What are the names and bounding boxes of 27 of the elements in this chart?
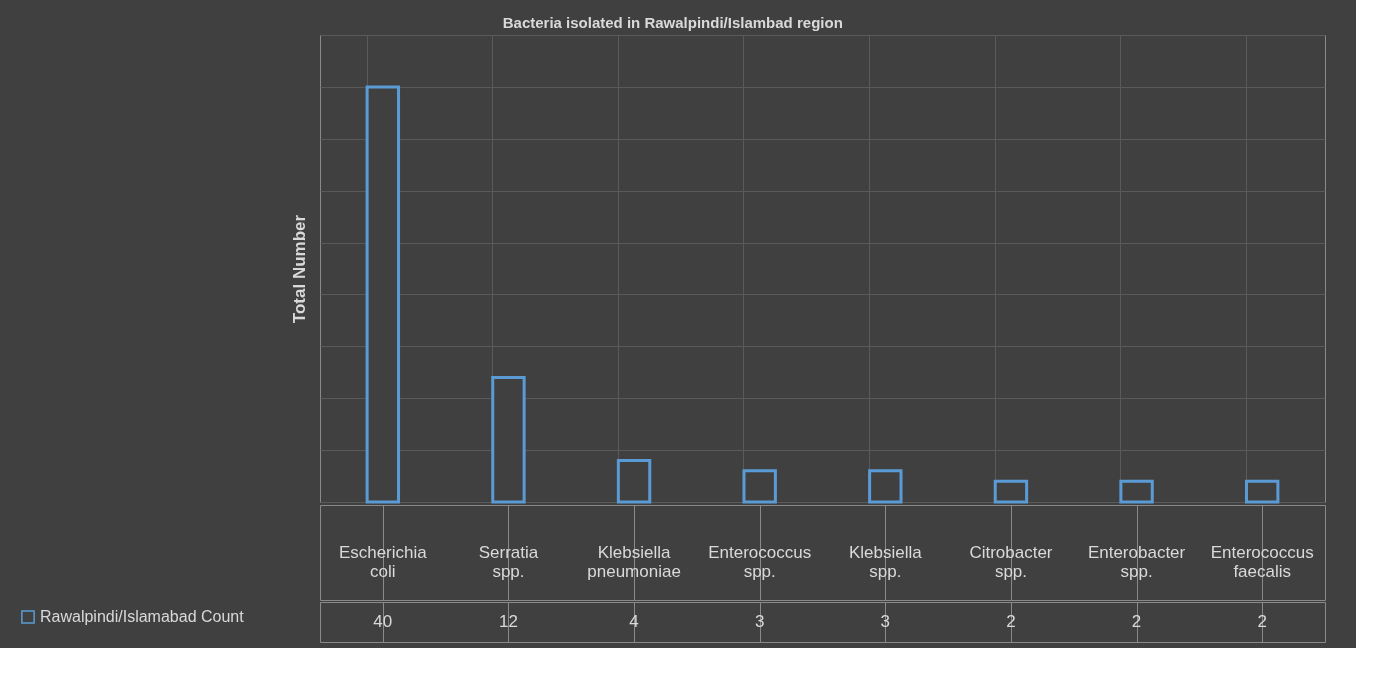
data-label: 2: [1131, 612, 1142, 631]
y-axis-title: Total Number: [289, 214, 309, 324]
bar: [1244, 479, 1280, 504]
bar: [742, 469, 777, 504]
data-label: 3: [754, 612, 765, 631]
x-tick-label: Klebsiella spp.: [848, 542, 923, 581]
x-tick-label: Escherichia coli: [338, 542, 428, 581]
data-label: 2: [1257, 612, 1267, 631]
x-tick-label: Citrobacter spp.: [969, 542, 1053, 581]
legend-label: Rawalpindi/Islamabad Count: [40, 608, 245, 625]
bar: [365, 85, 401, 504]
data-label: 4: [629, 612, 639, 631]
bar: [1119, 479, 1154, 504]
chart-title: Bacteria isolated in Rawalpindi/Islambad region: [502, 13, 843, 31]
bar: [491, 375, 526, 504]
x-tick-label: Enterobacter spp.: [1087, 542, 1186, 581]
bar: [616, 458, 652, 504]
x-tick-label: Enterococcus spp.: [708, 542, 812, 581]
x-tick-label: Serratia spp.: [478, 542, 539, 581]
x-tick-label: Klebsiella pneumoniae: [587, 542, 681, 581]
bar: [993, 479, 1029, 504]
data-label: 3: [880, 612, 891, 631]
x-tick-label: Enterococcus faecalis: [1210, 542, 1314, 581]
data-label: 40: [373, 612, 393, 631]
data-label: 12: [498, 612, 518, 631]
bar: [868, 469, 903, 504]
data-label: 2: [1006, 612, 1016, 631]
